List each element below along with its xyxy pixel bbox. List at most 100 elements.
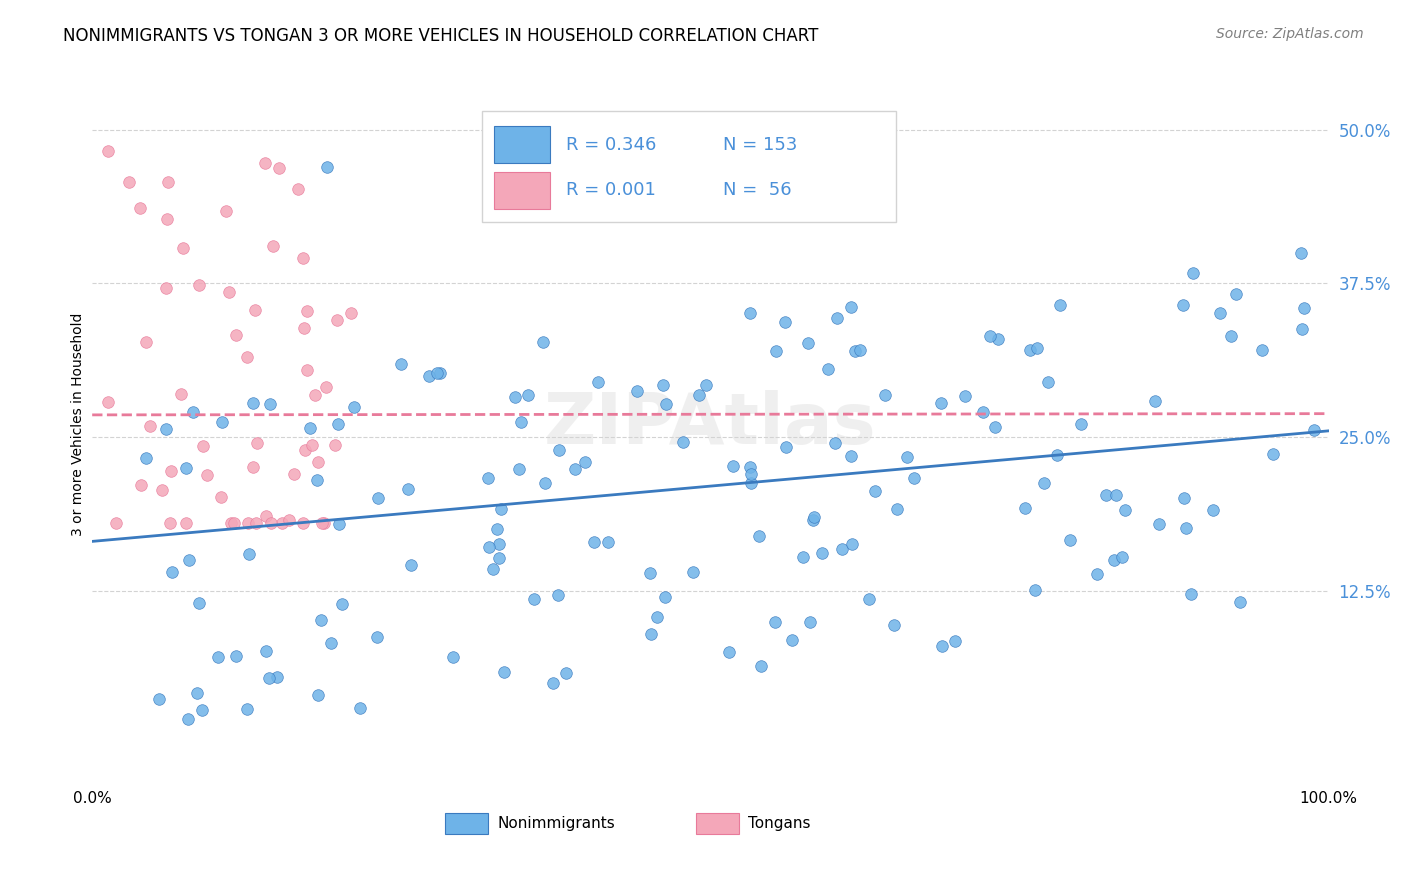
Point: [271, 516, 294, 530]
Point: [193, 439, 215, 453]
Point: [1114, 503, 1136, 517]
Point: [1026, 341, 1049, 355]
Point: [177, 712, 200, 726]
Point: [307, 455, 329, 469]
Point: [896, 450, 918, 464]
Point: [564, 462, 586, 476]
Point: [695, 377, 717, 392]
Point: [1180, 587, 1202, 601]
Point: [294, 321, 316, 335]
Point: [1059, 533, 1081, 547]
Point: [718, 645, 741, 659]
Point: [682, 565, 704, 579]
Point: [574, 455, 596, 469]
Point: [1251, 343, 1274, 358]
Point: [307, 688, 329, 702]
Point: [886, 502, 908, 516]
FancyBboxPatch shape: [494, 172, 550, 209]
Point: [478, 540, 501, 554]
Point: [1291, 322, 1313, 336]
Point: [596, 534, 619, 549]
Point: [1202, 502, 1225, 516]
Point: [297, 303, 319, 318]
Point: [129, 201, 152, 215]
Point: [844, 343, 866, 358]
Point: [188, 278, 211, 293]
Point: [266, 669, 288, 683]
Point: [236, 516, 259, 530]
Point: [979, 329, 1001, 343]
Point: [987, 332, 1010, 346]
Point: [267, 161, 290, 176]
Point: [311, 516, 333, 530]
Point: [246, 436, 269, 450]
Point: [260, 516, 283, 530]
Point: [326, 417, 349, 432]
Point: [186, 685, 208, 699]
Text: NONIMMIGRANTS VS TONGAN 3 OR MORE VEHICLES IN HOUSEHOLD CORRELATION CHART: NONIMMIGRANTS VS TONGAN 3 OR MORE VEHICL…: [63, 27, 818, 45]
Point: [792, 549, 814, 564]
Point: [652, 378, 675, 392]
Point: [1111, 549, 1133, 564]
Point: [740, 476, 762, 491]
Point: [188, 596, 211, 610]
Point: [177, 552, 200, 566]
Point: [157, 175, 180, 189]
Point: [763, 615, 786, 629]
Point: [672, 434, 695, 449]
Point: [839, 450, 862, 464]
Point: [863, 484, 886, 499]
Point: [243, 302, 266, 317]
Text: R = 0.346: R = 0.346: [565, 136, 657, 153]
Point: [235, 702, 257, 716]
Point: [1049, 298, 1071, 312]
Point: [1225, 286, 1247, 301]
Point: [1036, 375, 1059, 389]
Point: [523, 592, 546, 607]
Point: [508, 462, 530, 476]
Point: [215, 204, 238, 219]
Point: [301, 438, 323, 452]
Point: [319, 636, 342, 650]
Point: [328, 516, 350, 531]
Point: [1095, 488, 1118, 502]
Point: [1229, 595, 1251, 609]
Point: [1182, 266, 1205, 280]
Point: [548, 442, 571, 457]
FancyBboxPatch shape: [494, 127, 550, 163]
Point: [491, 502, 513, 516]
Point: [160, 565, 183, 579]
Point: [1171, 298, 1194, 312]
Point: [799, 615, 821, 629]
Point: [159, 463, 181, 477]
Point: [655, 397, 678, 411]
Point: [873, 388, 896, 402]
Point: [245, 516, 267, 530]
Point: [849, 343, 872, 358]
Point: [225, 327, 247, 342]
Point: [972, 405, 994, 419]
Point: [325, 437, 347, 451]
Point: [150, 483, 173, 498]
Point: [426, 366, 449, 380]
Point: [262, 238, 284, 252]
Point: [259, 397, 281, 411]
Point: [1102, 553, 1125, 567]
Point: [883, 618, 905, 632]
Point: [765, 344, 787, 359]
Point: [287, 182, 309, 196]
Point: [238, 547, 260, 561]
Point: [97, 395, 120, 409]
Point: [1220, 329, 1243, 343]
Point: [398, 483, 420, 497]
Point: [253, 156, 276, 170]
Point: [218, 285, 240, 300]
Point: [586, 375, 609, 389]
Point: [367, 491, 389, 505]
Point: [429, 367, 451, 381]
Point: [172, 241, 194, 255]
Point: [242, 396, 264, 410]
Point: [541, 676, 564, 690]
Point: [155, 281, 177, 295]
Point: [640, 627, 662, 641]
